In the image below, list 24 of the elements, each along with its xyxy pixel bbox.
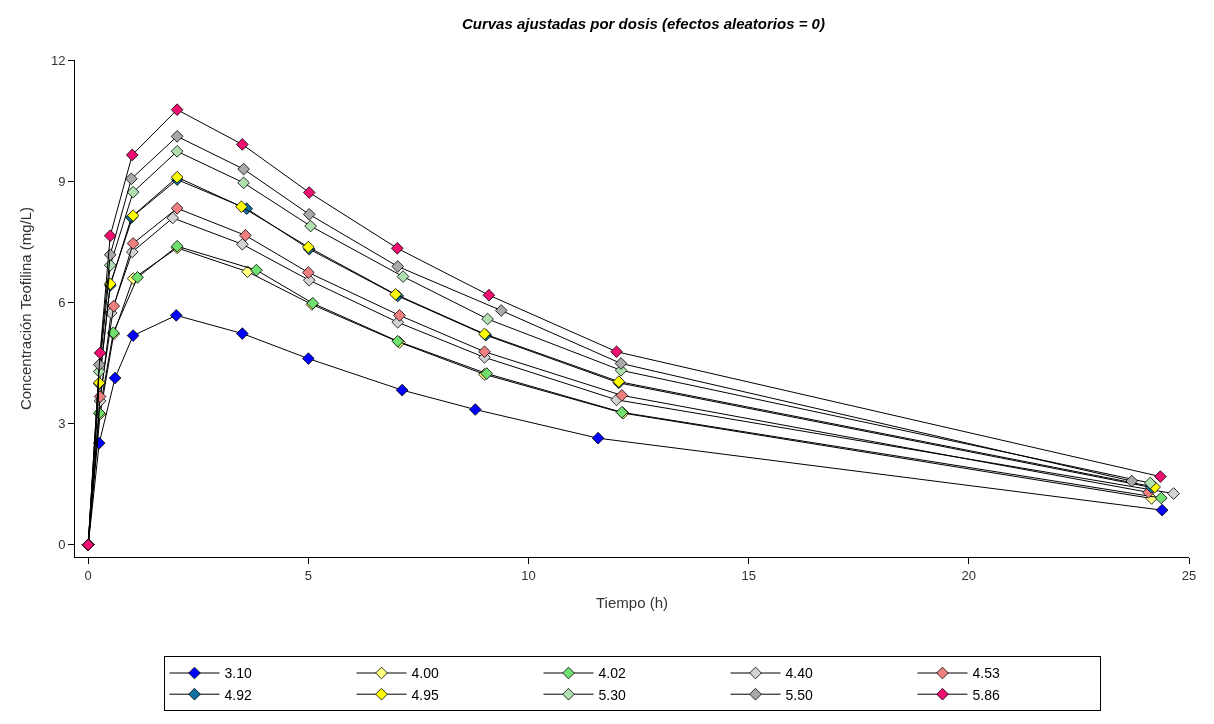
chart-title: Curvas ajustadas por dosis (efectos aleatorios = 0) (461, 14, 825, 32)
y-axis-title: Concentración Teofilina (mg/L) (17, 206, 35, 411)
y-tick-label: 12 (50, 52, 66, 68)
y-tick-label: 9 (58, 173, 66, 189)
legend-label: 5.30 (598, 686, 626, 703)
y-tick-label: 6 (58, 294, 66, 310)
legend-label: 4.00 (411, 665, 439, 682)
x-tick-label: 15 (741, 567, 756, 583)
legend-label: 4.53 (972, 665, 1000, 682)
legend-label: 3.10 (224, 665, 252, 682)
legend-label: 5.50 (785, 686, 813, 703)
legend-label: 5.86 (972, 686, 1000, 703)
x-tick-label: 25 (1181, 567, 1197, 583)
x-tick-label: 10 (521, 567, 536, 583)
legend-label: 4.02 (598, 665, 626, 682)
y-tick-label: 0 (58, 537, 66, 553)
x-tick-label: 20 (961, 567, 977, 583)
legend-label: 4.40 (785, 665, 813, 682)
x-tick-label: 5 (304, 567, 312, 583)
legend-label: 4.95 (411, 686, 439, 703)
legend-label: 4.92 (224, 686, 252, 703)
x-tick-label: 0 (84, 567, 92, 583)
x-axis-title: Tiempo (h) (596, 593, 668, 611)
y-tick-label: 3 (58, 416, 66, 432)
